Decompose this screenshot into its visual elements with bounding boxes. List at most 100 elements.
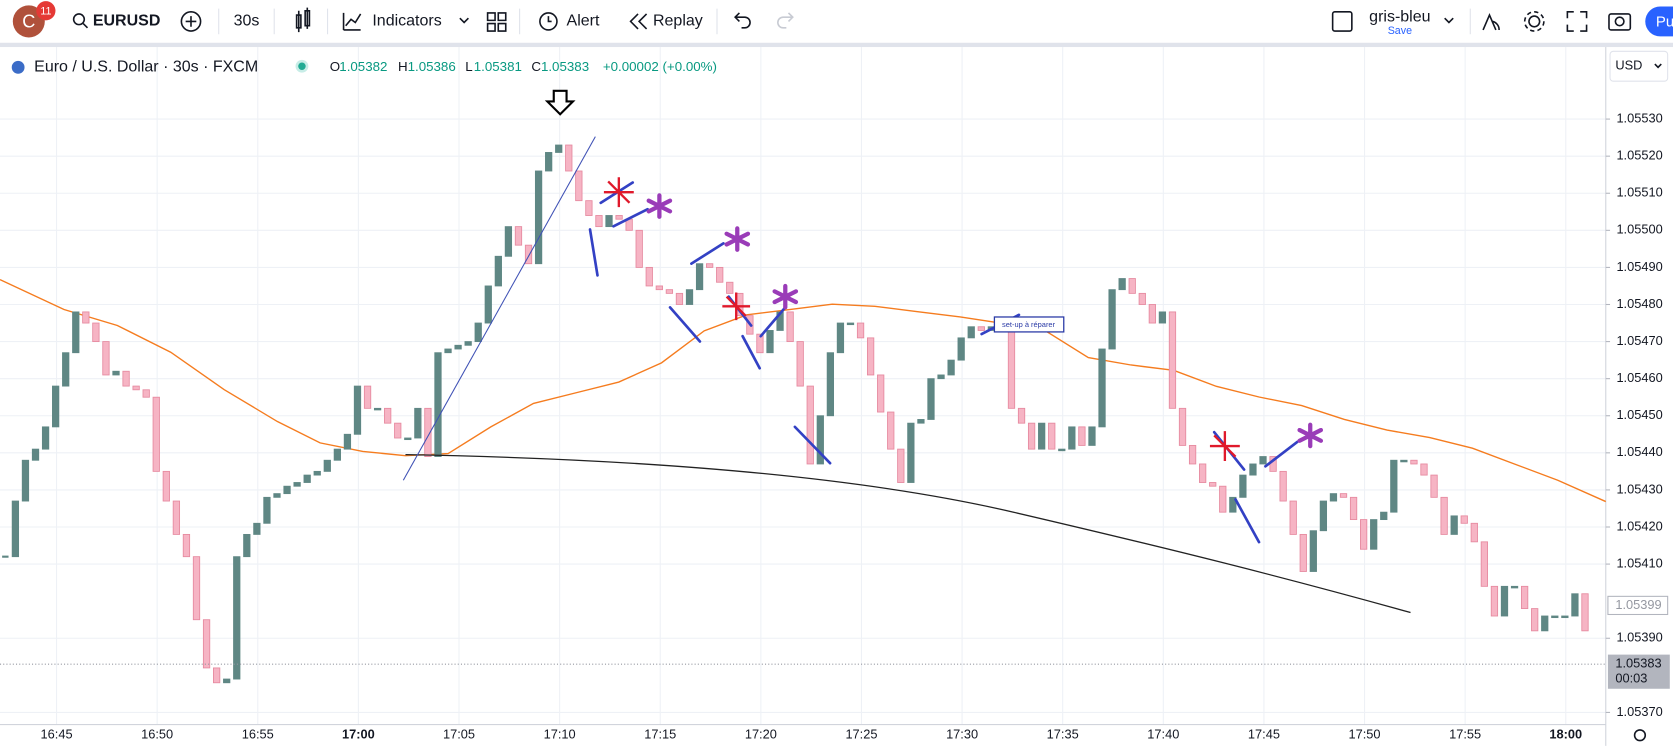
publish-button[interactable] — [1645, 6, 1673, 37]
hand-line[interactable] — [612, 207, 649, 228]
candle — [1430, 474, 1438, 498]
x-tick-label: 16:55 — [242, 727, 274, 742]
x-tick-label: 17:00 — [342, 727, 375, 742]
candle — [253, 522, 261, 535]
undo[interactable] — [734, 12, 751, 29]
axis-settings[interactable] — [1633, 729, 1647, 742]
price-box — [1607, 595, 1669, 616]
candle — [1541, 615, 1549, 632]
snapshot[interactable] — [1608, 13, 1632, 31]
candle — [575, 170, 583, 202]
trend-line[interactable] — [402, 136, 596, 481]
hand-line[interactable] — [588, 228, 599, 277]
candle — [706, 263, 714, 268]
dropdown — [1654, 63, 1662, 69]
replay[interactable]: Replay — [653, 13, 703, 30]
candle — [263, 496, 271, 524]
dropdown[interactable] — [459, 17, 469, 24]
candle — [1440, 496, 1448, 535]
candle — [182, 533, 191, 558]
hand-line[interactable] — [759, 306, 787, 338]
red-cross[interactable] — [603, 177, 634, 208]
candle — [1088, 426, 1096, 446]
hand-line[interactable] — [668, 306, 702, 343]
candles — [0, 144, 1606, 684]
layout-name[interactable]: gris-bleu — [1369, 8, 1430, 25]
candle — [1319, 500, 1328, 532]
candle — [223, 678, 231, 684]
x-tick-label: 17:35 — [1047, 727, 1079, 742]
candle — [766, 330, 774, 354]
chart-type[interactable] — [295, 7, 311, 33]
curve-drawing[interactable] — [405, 453, 1411, 614]
currency-select[interactable] — [1609, 50, 1669, 82]
candle — [816, 415, 824, 465]
candle — [132, 385, 140, 391]
purple-asterisk[interactable] — [724, 226, 751, 252]
candle — [1460, 515, 1468, 524]
candle — [1048, 422, 1056, 450]
candle — [1561, 615, 1569, 619]
candle — [716, 266, 724, 283]
arrow-marker[interactable] — [544, 89, 576, 116]
hand-line[interactable] — [741, 334, 762, 370]
layouts-icon[interactable] — [486, 12, 507, 32]
x-tick-label: 17:20 — [745, 727, 777, 742]
add-symbol[interactable] — [180, 11, 202, 32]
candle — [1068, 426, 1076, 450]
hand-line[interactable] — [690, 242, 725, 265]
candle — [1551, 615, 1559, 619]
candle — [726, 281, 734, 294]
red-cross[interactable] — [722, 292, 751, 321]
candle — [353, 385, 362, 435]
candle — [1581, 593, 1589, 632]
alert[interactable]: Alert — [567, 13, 600, 30]
candle — [1017, 407, 1026, 424]
toolbar-border — [0, 42, 1673, 48]
hand-line[interactable] — [1234, 498, 1261, 544]
hand-line[interactable] — [1264, 440, 1299, 468]
purple-asterisk[interactable] — [1297, 422, 1324, 449]
legend: Euro / U.S. Dollar · 30s · FXCM O 1.0538… — [11, 59, 717, 76]
price-label: 1.05399 — [1615, 597, 1661, 612]
candle — [635, 229, 643, 268]
dropdown[interactable] — [1444, 17, 1454, 24]
fullscreen[interactable] — [1566, 11, 1588, 32]
y-tick-label: 1.05470 — [1616, 333, 1662, 348]
quick-search[interactable] — [1482, 13, 1500, 31]
candle — [1339, 493, 1348, 498]
settings[interactable] — [1528, 15, 1541, 28]
note-box[interactable] — [993, 316, 1065, 333]
candle — [1027, 422, 1036, 450]
candle — [1329, 493, 1338, 502]
indicators[interactable]: Indicators — [372, 13, 441, 30]
symbol-title: Euro / U.S. Dollar · 30s · FXCM — [34, 59, 258, 76]
candle — [1450, 515, 1458, 535]
candle — [504, 226, 513, 257]
y-tick-label: 1.05480 — [1616, 296, 1662, 311]
badge — [36, 1, 56, 21]
candle — [1390, 459, 1398, 513]
y-tick-label: 1.05510 — [1616, 185, 1662, 200]
candle — [1510, 585, 1519, 589]
purple-asterisk[interactable] — [646, 193, 673, 219]
toolbar-bg — [0, 0, 1673, 43]
symbol[interactable]: EURUSD — [93, 13, 161, 30]
red-cross[interactable] — [1209, 431, 1240, 462]
redo[interactable] — [777, 12, 794, 29]
candle — [545, 152, 553, 172]
save[interactable]: Save — [1388, 25, 1412, 37]
candle — [424, 407, 432, 457]
candle — [192, 556, 201, 621]
interval[interactable]: 30s — [234, 13, 260, 30]
candle — [1219, 485, 1227, 513]
hand-line[interactable] — [793, 425, 832, 465]
candle — [494, 255, 502, 287]
candle — [645, 266, 653, 287]
ohlc-label: H — [398, 59, 408, 74]
layout-checkbox[interactable] — [1331, 11, 1353, 32]
x-tick-label: 16:45 — [41, 727, 73, 742]
purple-asterisk[interactable] — [772, 283, 799, 310]
